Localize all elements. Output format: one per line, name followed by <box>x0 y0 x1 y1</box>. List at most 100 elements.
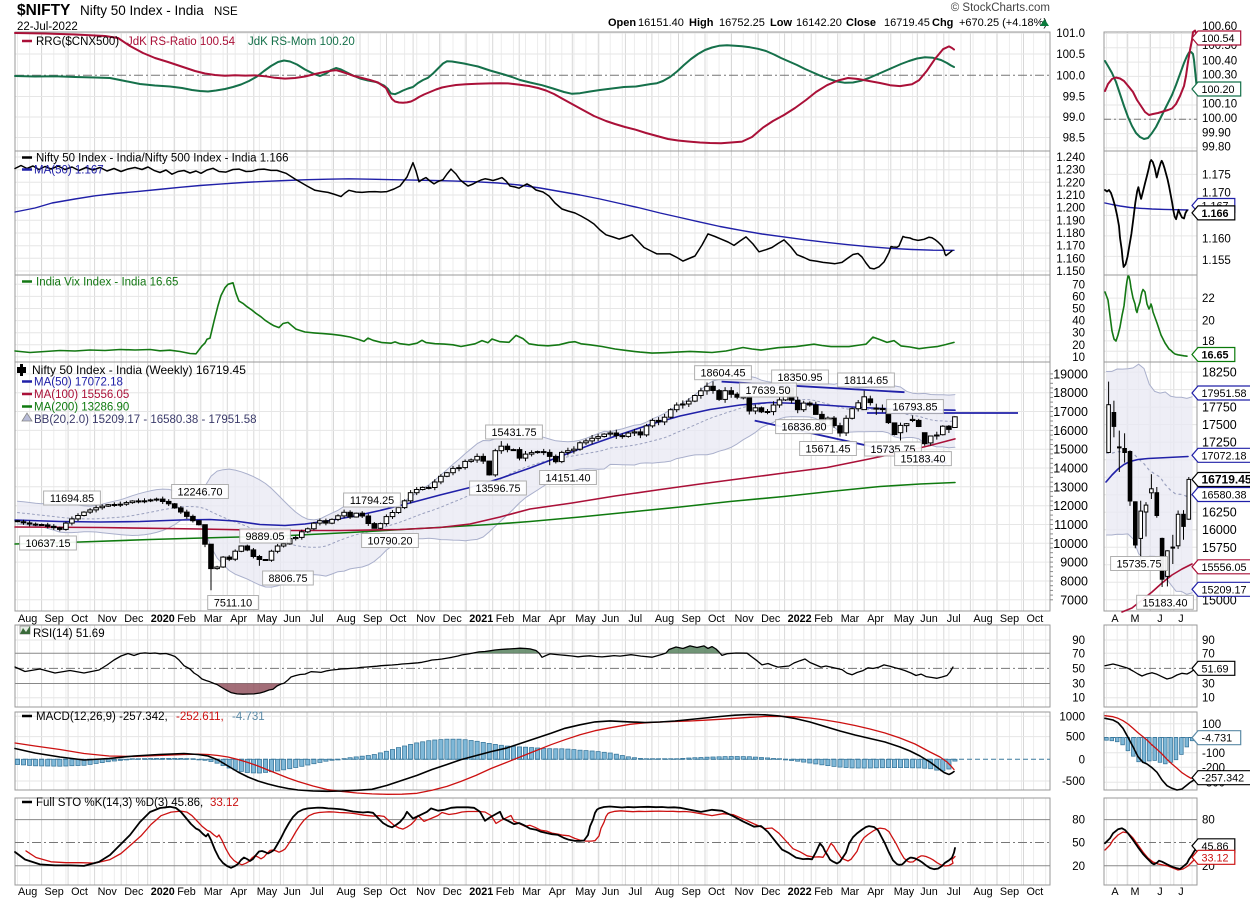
svg-text:Jun: Jun <box>920 886 937 898</box>
svg-text:Dec: Dec <box>761 886 781 898</box>
svg-text:J: J <box>1157 613 1162 625</box>
svg-text:-257.342: -257.342 <box>1202 773 1245 785</box>
svg-text:101.0: 101.0 <box>1056 28 1085 40</box>
svg-text:Jun: Jun <box>602 886 619 898</box>
svg-text:16793.85: 16793.85 <box>892 402 937 414</box>
svg-text:MA(200) 13286.90: MA(200) 13286.90 <box>34 402 129 414</box>
svg-text:Mar: Mar <box>204 886 223 898</box>
svg-text:100: 100 <box>1202 719 1221 731</box>
svg-text:9889.05: 9889.05 <box>245 531 284 543</box>
svg-text:17250: 17250 <box>1202 436 1237 450</box>
svg-text:-100: -100 <box>1202 748 1225 760</box>
svg-text:18350.95: 18350.95 <box>777 372 822 384</box>
svg-text:2022: 2022 <box>788 886 812 898</box>
svg-text:Oct: Oct <box>1027 613 1044 625</box>
svg-text:1.170: 1.170 <box>1202 187 1231 199</box>
svg-text:Jul: Jul <box>628 613 642 625</box>
svg-text:Sep: Sep <box>363 613 382 625</box>
svg-text:1.190: 1.190 <box>1056 215 1085 227</box>
svg-text:7000: 7000 <box>1060 593 1088 607</box>
svg-text:100.5: 100.5 <box>1056 49 1085 61</box>
svg-text:15750: 15750 <box>1202 541 1237 555</box>
svg-text:Jul: Jul <box>310 613 324 625</box>
svg-text:Feb: Feb <box>496 613 515 625</box>
svg-text:MACD(12,26,9) -257.342,: MACD(12,26,9) -257.342, <box>36 711 168 723</box>
svg-text:100.0: 100.0 <box>1056 70 1085 82</box>
svg-text:May: May <box>575 613 596 625</box>
svg-text:70: 70 <box>1072 648 1085 660</box>
svg-text:$NIFTY: $NIFTY <box>17 2 71 19</box>
svg-text:Mar: Mar <box>841 613 860 625</box>
svg-text:Nov: Nov <box>416 613 436 625</box>
svg-text:Oct: Oct <box>708 613 725 625</box>
svg-text:12000: 12000 <box>1053 499 1088 513</box>
svg-text:Aug: Aug <box>18 886 37 898</box>
svg-text:1.160: 1.160 <box>1056 253 1085 265</box>
svg-text:1.160: 1.160 <box>1202 234 1231 246</box>
svg-text:18250: 18250 <box>1202 366 1237 380</box>
svg-text:16719.45: 16719.45 <box>1202 473 1250 487</box>
svg-text:1.155: 1.155 <box>1202 255 1231 267</box>
svg-text:RRG($CNX500): RRG($CNX500) <box>36 36 119 48</box>
svg-text:1.200: 1.200 <box>1056 203 1085 215</box>
svg-text:Apr: Apr <box>549 613 566 625</box>
svg-text:Dec: Dec <box>124 886 144 898</box>
svg-text:10: 10 <box>1072 352 1085 364</box>
svg-text:40: 40 <box>1072 316 1085 328</box>
svg-text:99.5: 99.5 <box>1063 92 1085 104</box>
svg-text:M: M <box>1131 886 1140 898</box>
svg-text:15000: 15000 <box>1053 443 1088 457</box>
svg-text:Feb: Feb <box>177 613 196 625</box>
svg-text:Oct: Oct <box>390 886 407 898</box>
svg-text:98.5: 98.5 <box>1063 133 1085 145</box>
svg-text:50: 50 <box>1072 838 1085 850</box>
svg-text:18: 18 <box>1202 336 1215 348</box>
svg-text:Oct: Oct <box>708 886 725 898</box>
svg-text:9000: 9000 <box>1060 556 1088 570</box>
svg-text:15735.75: 15735.75 <box>1116 559 1161 571</box>
svg-text:BB(20,2.0) 15209.17 - 16580.38: BB(20,2.0) 15209.17 - 16580.38 - 17951.5… <box>34 414 257 426</box>
svg-text:17500: 17500 <box>1202 418 1237 432</box>
svg-text:Sep: Sep <box>682 613 701 625</box>
svg-text:Sep: Sep <box>363 886 382 898</box>
svg-text:MA(100) 15556.05: MA(100) 15556.05 <box>34 389 129 401</box>
svg-text:MA(50) 17072.18: MA(50) 17072.18 <box>34 377 123 389</box>
svg-text:© StockCharts.com: © StockCharts.com <box>951 2 1050 14</box>
svg-text:Jul: Jul <box>947 886 961 898</box>
svg-text:16000: 16000 <box>1202 523 1237 537</box>
svg-text:Mar: Mar <box>522 886 541 898</box>
svg-text:51.69: 51.69 <box>1202 663 1229 675</box>
svg-text:Aug: Aug <box>337 886 356 898</box>
svg-text:J: J <box>1178 613 1183 625</box>
svg-text:Oct: Oct <box>71 886 88 898</box>
svg-text:Sep: Sep <box>45 886 64 898</box>
svg-text:22-Jul-2022: 22-Jul-2022 <box>17 21 78 33</box>
svg-text:Dec: Dec <box>443 886 463 898</box>
svg-text:Sep: Sep <box>1000 613 1019 625</box>
svg-text:10790.20: 10790.20 <box>367 536 412 548</box>
svg-text:-4.731: -4.731 <box>1202 733 1233 745</box>
svg-text:2020: 2020 <box>151 613 175 625</box>
svg-text:16.65: 16.65 <box>1202 350 1229 362</box>
svg-text:8806.75: 8806.75 <box>268 573 307 585</box>
svg-text:Dec: Dec <box>124 613 144 625</box>
svg-text:15183.40: 15183.40 <box>900 454 945 466</box>
svg-text:17000: 17000 <box>1053 405 1088 419</box>
svg-text:30: 30 <box>1202 679 1215 691</box>
svg-text:12246.70: 12246.70 <box>177 487 222 499</box>
svg-text:18000: 18000 <box>1053 386 1088 400</box>
svg-text:Jun: Jun <box>602 613 619 625</box>
svg-text:10: 10 <box>1072 693 1085 705</box>
svg-text:High: High <box>689 17 714 29</box>
svg-text:10637.15: 10637.15 <box>25 538 70 550</box>
svg-text:NSE: NSE <box>214 6 238 18</box>
svg-text:500: 500 <box>1066 732 1085 744</box>
svg-text:Oct: Oct <box>390 613 407 625</box>
svg-text:-252.611,: -252.611, <box>176 711 224 723</box>
svg-text:2021: 2021 <box>469 613 493 625</box>
svg-text:100.40: 100.40 <box>1202 56 1237 68</box>
svg-text:Nifty 50 Index - India: Nifty 50 Index - India <box>80 3 204 18</box>
svg-text:Sep: Sep <box>45 613 64 625</box>
svg-text:+670.25 (+4.18%): +670.25 (+4.18%) <box>959 17 1047 29</box>
svg-text:Dec: Dec <box>761 613 781 625</box>
